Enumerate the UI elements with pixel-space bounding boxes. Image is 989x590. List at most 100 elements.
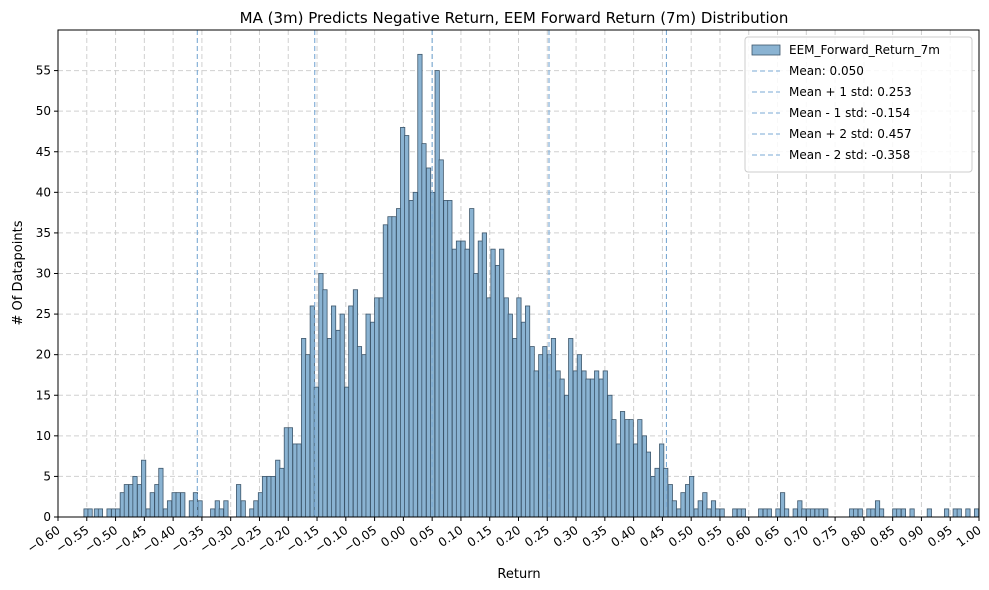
histogram-bar	[87, 508, 93, 518]
histogram-bar	[680, 492, 686, 518]
histogram-bar	[374, 297, 380, 518]
histogram-bar	[645, 451, 652, 518]
histogram-bar	[499, 248, 505, 518]
histogram-bar	[568, 338, 574, 518]
y-axis-label: # Of Datapoints	[11, 220, 26, 325]
histogram-bar	[671, 500, 677, 518]
histogram-bar	[507, 313, 513, 518]
y-tick-label: 35	[36, 226, 51, 240]
histogram-bar	[956, 508, 962, 518]
histogram-bar	[784, 508, 790, 518]
histogram-bar	[775, 508, 781, 518]
histogram-bar	[550, 338, 557, 518]
histogram-bar	[719, 508, 725, 518]
histogram-bar	[391, 216, 397, 518]
histogram-bar	[542, 346, 548, 518]
legend-swatch-bar	[751, 44, 781, 56]
y-tick-label: 15	[36, 388, 51, 402]
histogram-bar	[253, 500, 259, 518]
histogram-bar	[973, 508, 980, 518]
histogram-bar	[279, 467, 285, 518]
histogram-bar	[236, 484, 242, 518]
legend-box	[744, 36, 973, 173]
legend-label: EEM_Forward_Return_7m	[789, 43, 940, 57]
histogram-bar	[654, 467, 660, 518]
histogram-bar	[965, 508, 971, 518]
histogram-bar	[149, 492, 155, 518]
histogram-bar	[421, 143, 427, 518]
y-tick-label: 10	[36, 429, 51, 443]
legend-label: Mean - 2 std: -0.358	[789, 148, 910, 162]
histogram-bar	[533, 370, 539, 518]
histogram-bar	[714, 508, 721, 518]
histogram-bar	[464, 248, 470, 518]
legend-label: Mean + 1 std: 0.253	[789, 85, 912, 99]
histogram-bar	[628, 419, 634, 518]
y-tick-label: 40	[36, 185, 51, 199]
histogram-bar	[525, 305, 531, 518]
histogram-bar	[602, 370, 608, 518]
histogram-bar	[218, 508, 224, 518]
histogram-bar	[792, 508, 798, 518]
histogram-bar	[97, 508, 104, 518]
histogram-bar	[594, 370, 600, 518]
histogram-bar	[619, 411, 626, 518]
histogram-bar	[322, 289, 328, 518]
histogram-bar	[473, 273, 479, 518]
histogram-bar	[287, 427, 293, 518]
histogram-bar	[481, 232, 487, 518]
histogram-bar	[106, 508, 112, 518]
histogram-bar	[447, 200, 453, 518]
histogram-bar	[663, 467, 669, 518]
histogram-bar	[331, 305, 337, 518]
y-tick-label: 45	[36, 145, 51, 159]
histogram-bar	[909, 508, 915, 518]
histogram-bar	[175, 492, 181, 518]
histogram-bar	[356, 346, 363, 518]
histogram-bar	[823, 508, 829, 518]
histogram-bar	[766, 508, 772, 518]
legend: EEM_Forward_Return_7m Mean: 0.050 Mean + 1…	[744, 36, 973, 173]
histogram-bar	[365, 313, 371, 518]
histogram-bar	[412, 191, 418, 518]
histogram-bar	[490, 248, 496, 518]
histogram-bar	[758, 508, 764, 518]
legend-label: Mean - 1 std: -0.154	[789, 106, 910, 120]
y-tick-label: 30	[36, 267, 51, 281]
histogram-bar	[801, 508, 807, 518]
histogram-bar	[879, 508, 885, 518]
histogram-bar	[166, 500, 173, 518]
histogram-bar	[438, 159, 444, 518]
y-tick-label: 0	[43, 510, 51, 524]
histogram-bar	[611, 419, 617, 518]
y-tick-label: 50	[36, 104, 51, 118]
reference-lines	[196, 30, 667, 517]
histogram-bar	[944, 508, 950, 518]
histogram-bar	[809, 508, 816, 518]
histogram-bar	[853, 508, 859, 518]
histogram-bar	[896, 508, 902, 518]
histogram-bar	[240, 500, 246, 518]
histogram-bar	[180, 492, 186, 518]
histogram-bar	[455, 240, 462, 518]
histogram-bar	[348, 305, 354, 518]
histogram-bar	[158, 467, 164, 518]
histogram-bar	[123, 484, 129, 518]
histogram-bar	[382, 224, 388, 518]
histogram-bar	[857, 508, 863, 518]
histogram-bar	[339, 313, 345, 518]
histogram-bar	[585, 378, 591, 518]
legend-label: Mean: 0.050	[789, 64, 864, 78]
histogram-bar	[870, 508, 876, 518]
histogram-bar	[141, 459, 147, 518]
chart-title: MA (3m) Predicts Negative Return, EEM Fo…	[240, 9, 789, 27]
histogram-bar	[223, 500, 229, 518]
histogram-bar	[818, 508, 824, 518]
histogram-bar	[115, 508, 121, 518]
legend-label: Mean + 2 std: 0.457	[789, 127, 912, 141]
histogram-bar	[261, 476, 268, 518]
histogram-bar	[132, 476, 138, 518]
histogram-bar	[926, 508, 932, 518]
histogram-bar	[689, 476, 695, 518]
